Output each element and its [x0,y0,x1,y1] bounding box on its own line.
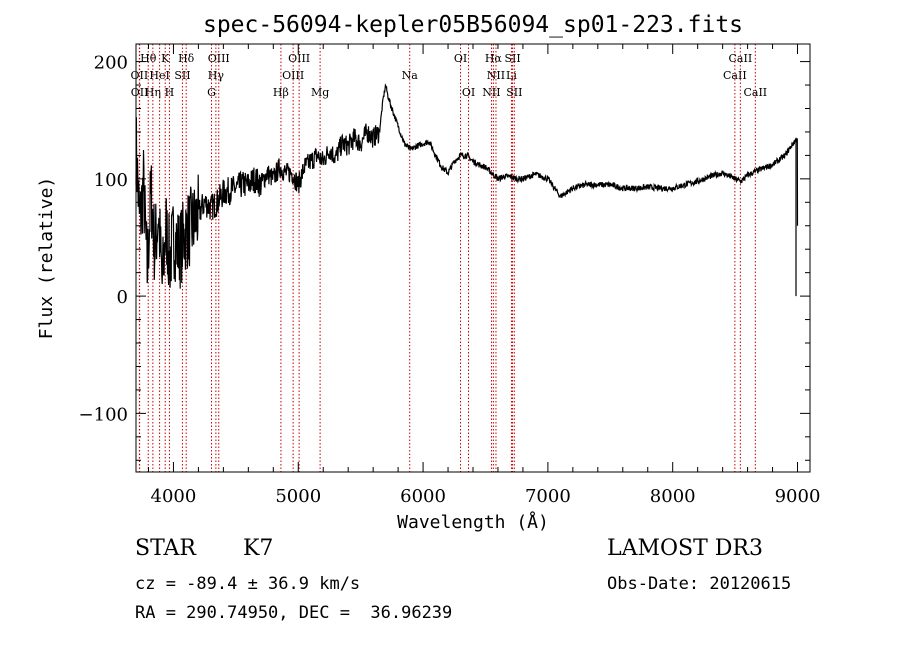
line-marker-label: Hη [145,86,161,99]
line-marker-label: Li [506,69,517,82]
line-marker-label: Hβ [273,86,289,99]
line-marker-label: NII [482,86,500,99]
y-tick-label: 100 [94,170,128,191]
line-marker-label: Hα [485,52,503,65]
line-marker-label: K [161,52,170,65]
line-marker-label: Na [402,69,419,82]
spectrum-series-line [135,83,799,289]
line-marker-label: OIII [208,52,230,65]
x-tick-label: 4000 [151,486,197,507]
line-marker-label: OIII [288,52,310,65]
line-marker-label: Hθ [140,52,157,65]
line-marker-label: OII [131,69,149,82]
y-axis-label: Flux (relative) [36,177,57,340]
axis-ticks: 4000 5000 6000 7000 8000 9000 −100 0 100 200 [79,44,821,507]
x-tick-label: 8000 [650,486,696,507]
line-marker-label: NII [487,69,505,82]
redshift-velocity: cz = -89.4 ± 36.9 km/s [135,574,361,594]
y-tick-label: 0 [117,287,128,308]
y-tick-label: 200 [94,53,128,74]
line-marker-label: G [207,86,216,99]
x-tick-label: 9000 [775,486,821,507]
line-marker-label: OI [454,52,467,65]
line-marker-label: SII [504,52,520,65]
line-marker-label: OI [462,86,475,99]
line-marker-label: OII [131,86,149,99]
observation-date: Obs-Date: 20120615 [607,574,792,594]
line-marker-label: CaII [743,86,767,99]
line-marker-label: Mg [311,86,329,99]
survey-name: LAMOST DR3 [607,536,763,561]
y-tick-label: −100 [79,404,128,425]
line-marker-label: SII [506,86,522,99]
plot-frame [135,43,811,473]
chart-title: spec-56094-kepler05B56094_sp01-223.fits [203,12,743,38]
line-marker-label: SII [174,69,190,82]
x-tick-label: 5000 [275,486,321,507]
line-marker-label: OIII [282,69,304,82]
x-tick-label: 6000 [400,486,446,507]
x-tick-label: 7000 [525,486,571,507]
line-marker-label: Hδ [178,52,195,65]
emission-line-markers [138,44,756,472]
object-type: STAR [135,536,196,561]
line-marker-label: Hγ [208,69,225,82]
line-marker-label: CaII [729,52,753,65]
object-class: K7 [243,536,274,561]
coordinates: RA = 290.74950, DEC = 36.96239 [135,603,453,623]
line-marker-label: H [165,86,175,99]
line-marker-label: CaII [723,69,747,82]
x-axis-label: Wavelength (Å) [397,511,549,533]
line-marker-label: HeI [149,69,169,82]
